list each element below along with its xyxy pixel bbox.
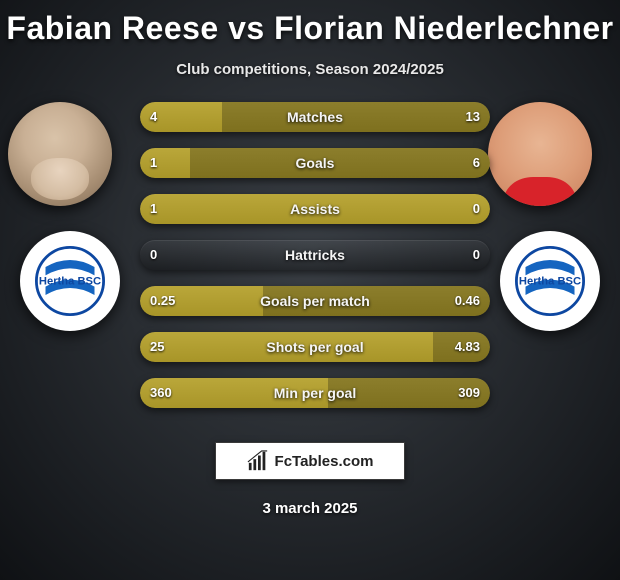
- hertha-logo-icon: Hertha BSC: [35, 246, 105, 316]
- stat-fill-left: [140, 194, 490, 224]
- chart-icon: [247, 450, 269, 472]
- stat-value-right: 6: [473, 148, 480, 178]
- stat-bars: 413Matches16Goals10Assists00Hattricks0.2…: [140, 102, 490, 424]
- stat-metric-label: Hattricks: [140, 240, 490, 270]
- stat-fill-left: [140, 332, 433, 362]
- brand-text: FcTables.com: [275, 453, 374, 470]
- comparison-stage: Hertha BSC Hertha BSC 413Matches16Goals1…: [0, 102, 620, 432]
- stat-row: 254.83Shots per goal: [140, 332, 490, 362]
- stat-value-left: 1: [150, 148, 157, 178]
- stat-fill-right: [190, 148, 490, 178]
- stat-row: 0 0Hattricks: [140, 240, 490, 270]
- svg-text:Hertha BSC: Hertha BSC: [39, 276, 101, 288]
- stat-value-left: 4: [150, 102, 157, 132]
- stat-value-left: 1: [150, 194, 157, 224]
- stat-value-right: 0: [473, 240, 480, 270]
- hertha-logo-icon: Hertha BSC: [515, 246, 585, 316]
- player-left-avatar: [8, 102, 112, 206]
- stat-row: 10Assists: [140, 194, 490, 224]
- stat-value-left: 0.25: [150, 286, 175, 316]
- club-crest-left: Hertha BSC: [20, 231, 120, 331]
- stat-row: 413Matches: [140, 102, 490, 132]
- stat-value-right: 0: [473, 194, 480, 224]
- stat-row: 360309Min per goal: [140, 378, 490, 408]
- stat-value-right: 309: [458, 378, 480, 408]
- stat-fill-right: [222, 102, 490, 132]
- club-crest-right: Hertha BSC: [500, 231, 600, 331]
- stat-value-left: 360: [150, 378, 172, 408]
- player-right-avatar: [488, 102, 592, 206]
- subtitle: Club competitions, Season 2024/2025: [0, 61, 620, 78]
- stat-value-right: 4.83: [455, 332, 480, 362]
- stat-row: 0.250.46Goals per match: [140, 286, 490, 316]
- date-label: 3 march 2025: [0, 500, 620, 517]
- page-title: Fabian Reese vs Florian Niederlechner: [0, 0, 620, 47]
- svg-text:Hertha BSC: Hertha BSC: [519, 276, 581, 288]
- stat-row: 16Goals: [140, 148, 490, 178]
- stat-value-left: 0: [150, 240, 157, 270]
- stat-value-left: 25: [150, 332, 164, 362]
- stat-fill-left: [140, 148, 190, 178]
- stat-value-right: 13: [466, 102, 480, 132]
- stat-value-right: 0.46: [455, 286, 480, 316]
- brand-box: FcTables.com: [215, 442, 405, 480]
